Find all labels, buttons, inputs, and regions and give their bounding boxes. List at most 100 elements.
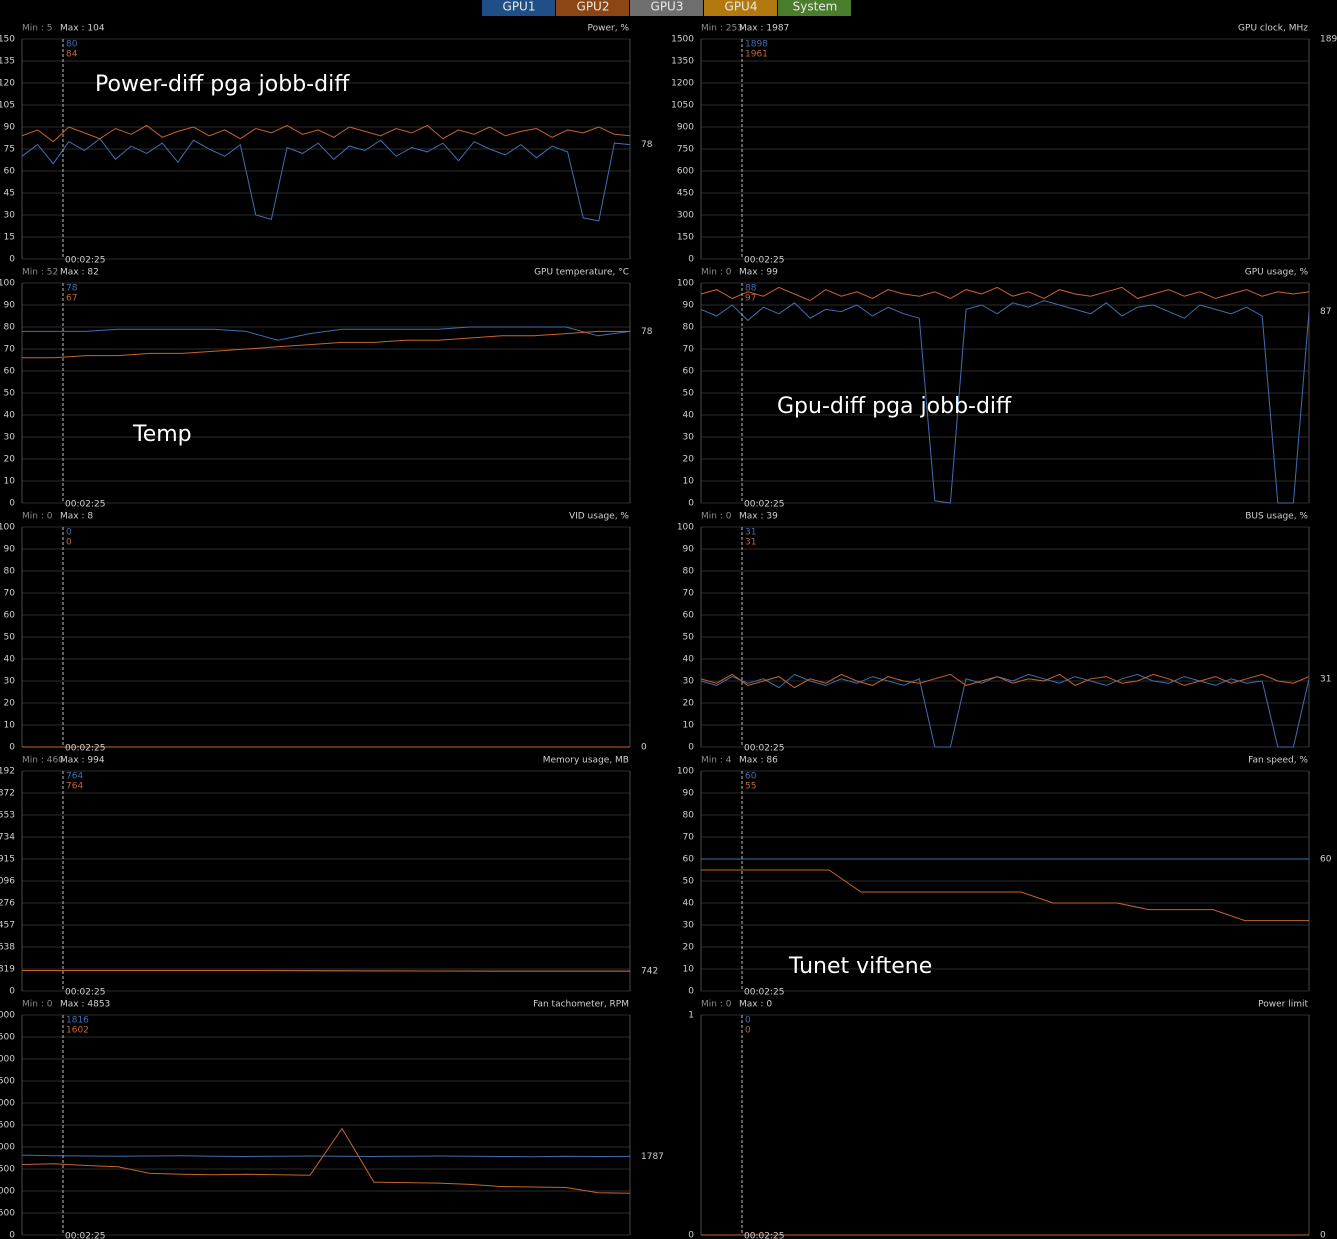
chart-title: Fan speed, % [1248,756,1308,766]
y-tick-label: 135 [0,57,15,67]
y-tick-label: 0 [688,255,694,265]
chart-title: Power, % [588,24,630,34]
current-value: 87 [1320,307,1331,317]
max-label: Max : 82 [60,268,99,278]
min-label: Min : 52 [22,268,58,278]
chart-title: BUS usage, % [1245,512,1308,522]
cursor-time: 00:02:25 [744,1232,784,1239]
y-tick-label: 60 [4,167,16,177]
current-value: 31 [1320,674,1331,684]
series-line [22,1127,630,1194]
current-value: 742 [641,967,658,977]
y-tick-label: 70 [4,345,16,355]
y-tick-label: 915 [0,855,15,865]
cursor-value: 80 [66,40,78,50]
max-label: Max : 8 [60,512,93,522]
y-tick-label: 0 [9,987,15,997]
annotation: Gpu-diff pga jobb-diff [777,394,1012,419]
y-tick-label: 1500 [671,35,694,45]
max-label: Max : 1987 [739,24,789,34]
y-tick-label: 600 [677,167,694,177]
annotation: Temp [132,422,192,447]
cursor-value: 31 [745,538,756,548]
tab[interactable] [482,0,555,16]
cursor-value: 84 [66,50,78,60]
y-tick-label: 000 [0,1143,15,1153]
y-tick-label: 40 [683,411,695,421]
y-tick-label: 90 [683,545,695,555]
y-tick-label: 096 [0,877,15,887]
y-tick-label: 30 [4,433,16,443]
tab-label: System [793,0,838,14]
y-tick-label: 80 [4,567,16,577]
series-line [22,137,630,222]
y-tick-label: 60 [683,855,695,865]
y-tick-label: 40 [683,899,695,909]
max-label: Max : 0 [739,1000,772,1010]
cursor-value: 31 [745,528,756,538]
series-line [701,300,1309,504]
y-tick-label: 30 [683,677,695,687]
series-line [22,970,630,972]
y-tick-label: 60 [4,367,16,377]
min-label: Min : 0 [22,512,53,522]
chart-title: GPU usage, % [1245,268,1309,278]
current-value: 78 [641,327,653,337]
y-tick-label: 0 [688,743,694,753]
y-tick-label: 0 [9,743,15,753]
y-tick-label: 100 [677,767,694,777]
tab[interactable] [556,0,629,16]
y-tick-label: 000 [0,1055,15,1065]
y-tick-label: 20 [683,943,695,953]
cursor-value: 1898 [745,40,768,50]
y-tick-label: 276 [0,899,15,909]
y-tick-label: 70 [4,589,16,599]
y-tick-label: 50 [683,389,695,399]
cursor-value: 1961 [745,50,768,60]
y-tick-label: 50 [4,389,16,399]
current-value: 0 [1320,1231,1326,1239]
y-tick-label: 70 [683,345,695,355]
y-tick-label: 000 [0,1187,15,1197]
y-tick-label: 0 [688,1231,694,1239]
series-line [22,124,630,143]
cursor-time: 00:02:25 [65,1232,105,1239]
y-tick-label: 000 [0,1099,15,1109]
tab[interactable] [778,0,851,16]
series-line [22,326,630,341]
y-tick-label: 500 [0,1121,15,1131]
y-tick-label: 100 [0,279,15,289]
chart-title: VID usage, % [569,512,629,522]
tab[interactable] [630,0,703,16]
y-tick-label: 40 [683,655,695,665]
max-label: Max : 4853 [60,1000,110,1010]
max-label: Max : 99 [739,268,778,278]
y-tick-label: 105 [0,101,15,111]
y-tick-label: 0 [688,499,694,509]
current-value: 78 [641,140,653,150]
y-tick-label: 0 [688,987,694,997]
cursor-time: 00:02:25 [65,256,105,266]
min-label: Min : 460 [22,756,64,766]
y-tick-label: 30 [683,433,695,443]
y-tick-label: 1200 [671,79,694,89]
y-tick-label: 750 [677,145,694,155]
min-label: Min : 4 [701,756,732,766]
y-tick-label: 120 [0,79,15,89]
y-tick-label: 10 [683,965,695,975]
annotation: Tunet viftene [788,954,932,979]
y-tick-label: 60 [683,367,695,377]
tab[interactable] [704,0,777,16]
cursor-time: 00:02:25 [65,744,105,754]
cursor-time: 00:02:25 [744,500,784,510]
y-tick-label: 30 [4,677,16,687]
y-tick-label: 80 [4,323,16,333]
y-tick-label: 15 [4,233,15,243]
y-tick-label: 500 [0,1077,15,1087]
y-tick-label: 30 [683,921,695,931]
y-tick-label: 50 [4,633,16,643]
y-tick-label: 75 [4,145,15,155]
y-tick-label: 10 [683,477,695,487]
y-tick-label: 0 [9,499,15,509]
y-tick-label: 100 [677,279,694,289]
